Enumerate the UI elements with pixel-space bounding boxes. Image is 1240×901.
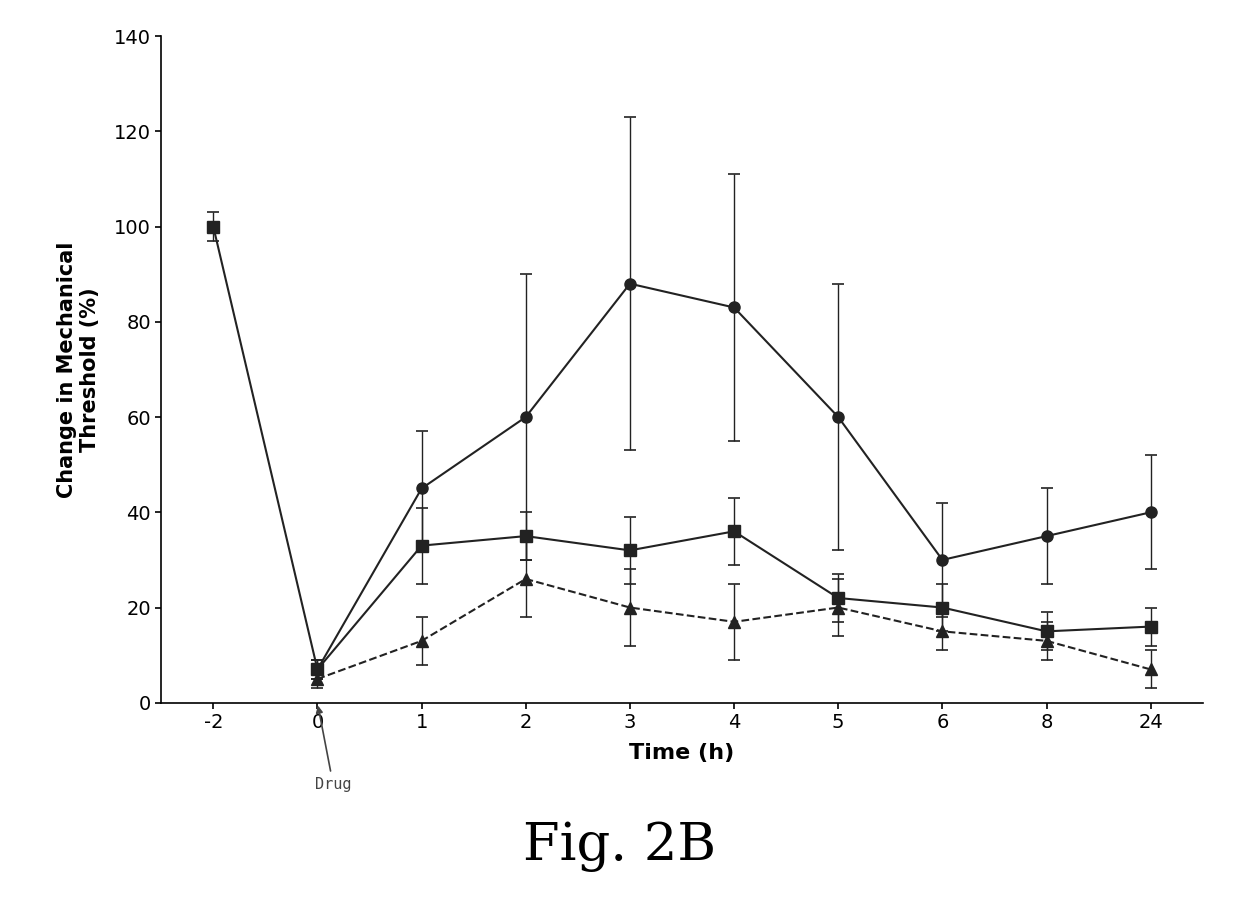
X-axis label: Time (h): Time (h)	[630, 743, 734, 763]
Text: Drug: Drug	[315, 707, 351, 791]
Text: Fig. 2B: Fig. 2B	[523, 822, 717, 872]
Y-axis label: Change in Mechanical
Threshold (%): Change in Mechanical Threshold (%)	[57, 241, 100, 497]
